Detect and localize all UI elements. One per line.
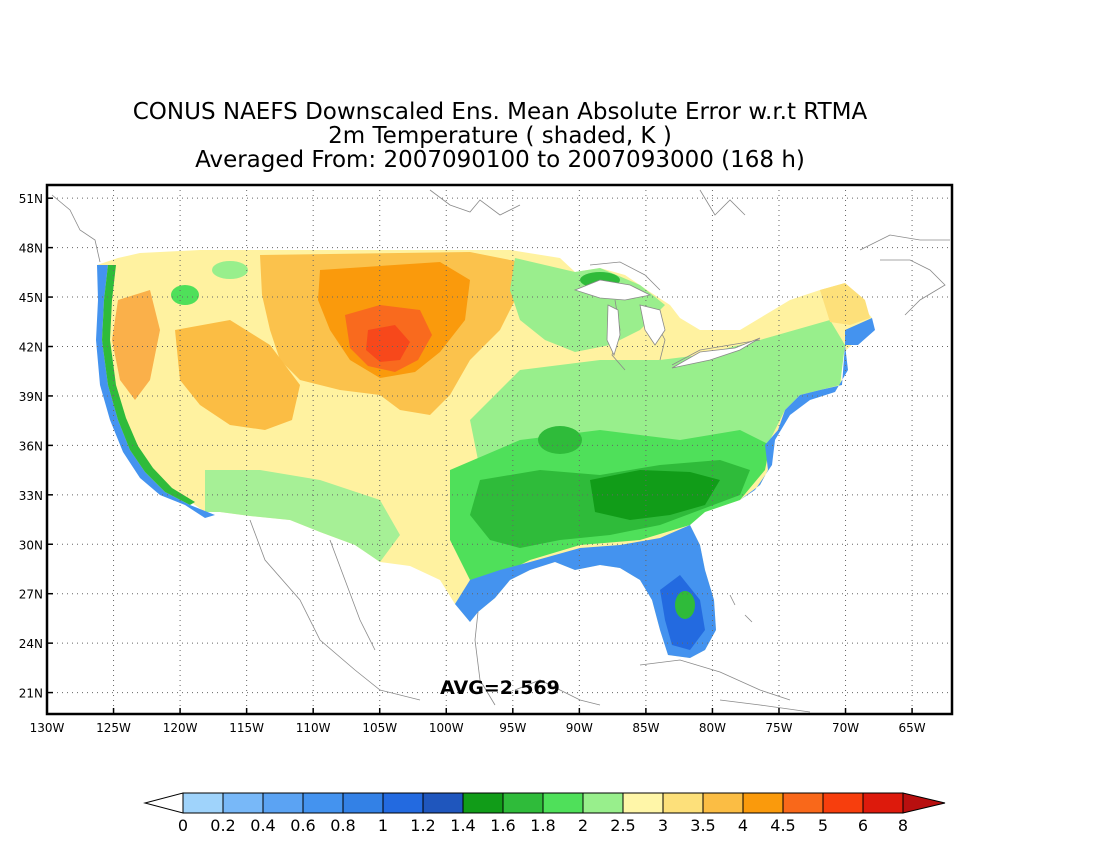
pacific-coast-band	[96, 265, 215, 518]
lat-tick-label: 21N	[19, 687, 43, 701]
lon-tick-label: 90W	[566, 721, 593, 735]
lat-tick-label: 33N	[19, 489, 43, 503]
colorbar-swatch	[462, 792, 504, 814]
lake-erie-ontario	[671, 337, 761, 369]
low-error-southwest	[205, 470, 400, 562]
colorbar-swatch	[622, 792, 664, 814]
lon-tick-label: 65W	[899, 721, 926, 735]
longitude-labels: 130W 125W 120W 115W 110W 105W 100W 95W 90W 85W 80W…	[30, 708, 926, 735]
colorbar-swatch	[542, 792, 584, 814]
colorbar-swatch	[582, 792, 624, 814]
lat-tick-label: 30N	[19, 538, 43, 552]
colorbar-label: 4	[738, 816, 748, 835]
colorbar-label: 3.5	[690, 816, 715, 835]
colorbar-label: 4.5	[770, 816, 795, 835]
colorbar-swatch	[822, 792, 864, 814]
colorbar-label: 0.8	[330, 816, 355, 835]
lon-tick-label: 110W	[296, 721, 331, 735]
lon-tick-label: 95W	[499, 721, 526, 735]
peak-error-inner	[366, 325, 410, 362]
patch-florida	[675, 591, 695, 619]
colorbar-swatch	[702, 792, 744, 814]
patch-montana	[171, 285, 199, 305]
colorbar-label: 0.4	[250, 816, 275, 835]
lat-tick-label: 42N	[19, 341, 43, 355]
patch-idaho	[212, 261, 248, 279]
colorbar-label: 1	[378, 816, 388, 835]
colorbar-under-arrow	[143, 792, 184, 814]
pacific-coast-green	[102, 265, 195, 505]
colorbar-label: 2	[578, 816, 588, 835]
lake-huron	[639, 304, 666, 346]
graticule	[47, 185, 952, 714]
lake-michigan	[606, 304, 621, 357]
colorbar-swatch	[662, 792, 704, 814]
error-field	[47, 185, 952, 714]
colorbar-swatch	[422, 792, 464, 814]
colorbar-swatch	[262, 792, 304, 814]
colorbar-label: 0.6	[290, 816, 315, 835]
lat-tick-label: 27N	[19, 588, 43, 602]
colorbar-swatch	[502, 792, 544, 814]
colorbar-label: 1.4	[450, 816, 475, 835]
low-error-northern-woods	[510, 258, 665, 352]
lon-tick-label: 85W	[632, 721, 659, 735]
colorbar-swatch	[742, 792, 784, 814]
title-line-1: CONUS NAEFS Downscaled Ens. Mean Absolut…	[132, 99, 868, 125]
lon-tick-label: 130W	[30, 721, 65, 735]
colorbar-swatch	[182, 792, 224, 814]
colorbar-label: 1.2	[410, 816, 435, 835]
colorbar-label: 2.5	[610, 816, 635, 835]
lon-tick-label: 105W	[362, 721, 397, 735]
lake-superior	[573, 279, 652, 301]
colorbar-label: 3	[658, 816, 668, 835]
colorbar-swatch	[862, 792, 904, 814]
moderate-error-dark	[590, 470, 720, 520]
patch-indiana	[592, 378, 628, 402]
colorbar-label: 0	[178, 816, 188, 835]
lon-tick-label: 115W	[229, 721, 264, 735]
gulf-coast-band	[455, 525, 716, 658]
colorbar-label: 1.6	[490, 816, 515, 835]
colorbar-over-arrow	[902, 792, 946, 814]
colorbar-swatch	[782, 792, 824, 814]
lat-tick-label: 39N	[19, 390, 43, 404]
map-title: CONUS NAEFS Downscaled Ens. Mean Absolut…	[40, 100, 960, 172]
coastlines	[51, 189, 950, 713]
northeast-coast-band	[845, 318, 875, 345]
lon-tick-label: 70W	[832, 721, 859, 735]
colorbar-label: 8	[898, 816, 908, 835]
lat-tick-label: 36N	[19, 439, 43, 453]
patch-missouri	[538, 426, 582, 454]
colorbar-label: 0.2	[210, 816, 235, 835]
lon-tick-label: 125W	[96, 721, 131, 735]
latitude-labels: 51N 48N 45N 42N 39N 36N 33N 30N 27N 24N 21N	[19, 192, 53, 701]
lat-tick-label: 51N	[19, 192, 43, 206]
colorbar-label: 1.8	[530, 816, 555, 835]
high-error-great-basin	[175, 320, 300, 430]
title-line-3: Averaged From: 2007090100 to 2007093000 …	[195, 147, 805, 173]
plot-frame	[45, 183, 954, 716]
title-line-2: 2m Temperature ( shaded, K )	[328, 123, 672, 149]
lon-tick-label: 80W	[699, 721, 726, 735]
colorbar: 0 0.2 0.4 0.6 0.8 1 1.2 1.4 1.6 1.8 2 2.5 3 3.5 4 4.5 5 6…	[143, 792, 946, 835]
high-error-west-coast	[112, 290, 160, 400]
atlantic-coast-band	[740, 345, 848, 500]
average-label: AVG=2.569	[440, 677, 560, 699]
lat-tick-label: 48N	[19, 242, 43, 256]
colorbar-swatch	[302, 792, 344, 814]
lon-tick-label: 120W	[163, 721, 198, 735]
colorbar-label: 6	[858, 816, 868, 835]
lon-tick-label: 100W	[429, 721, 464, 735]
lat-tick-label: 45N	[19, 291, 43, 305]
colorbar-swatch	[342, 792, 384, 814]
colorbar-swatch	[382, 792, 424, 814]
northeast-interior	[820, 283, 870, 325]
lat-tick-label: 24N	[19, 637, 43, 651]
lon-tick-label: 75W	[765, 721, 792, 735]
colorbar-label: 5	[818, 816, 828, 835]
colorbar-swatch	[222, 792, 264, 814]
